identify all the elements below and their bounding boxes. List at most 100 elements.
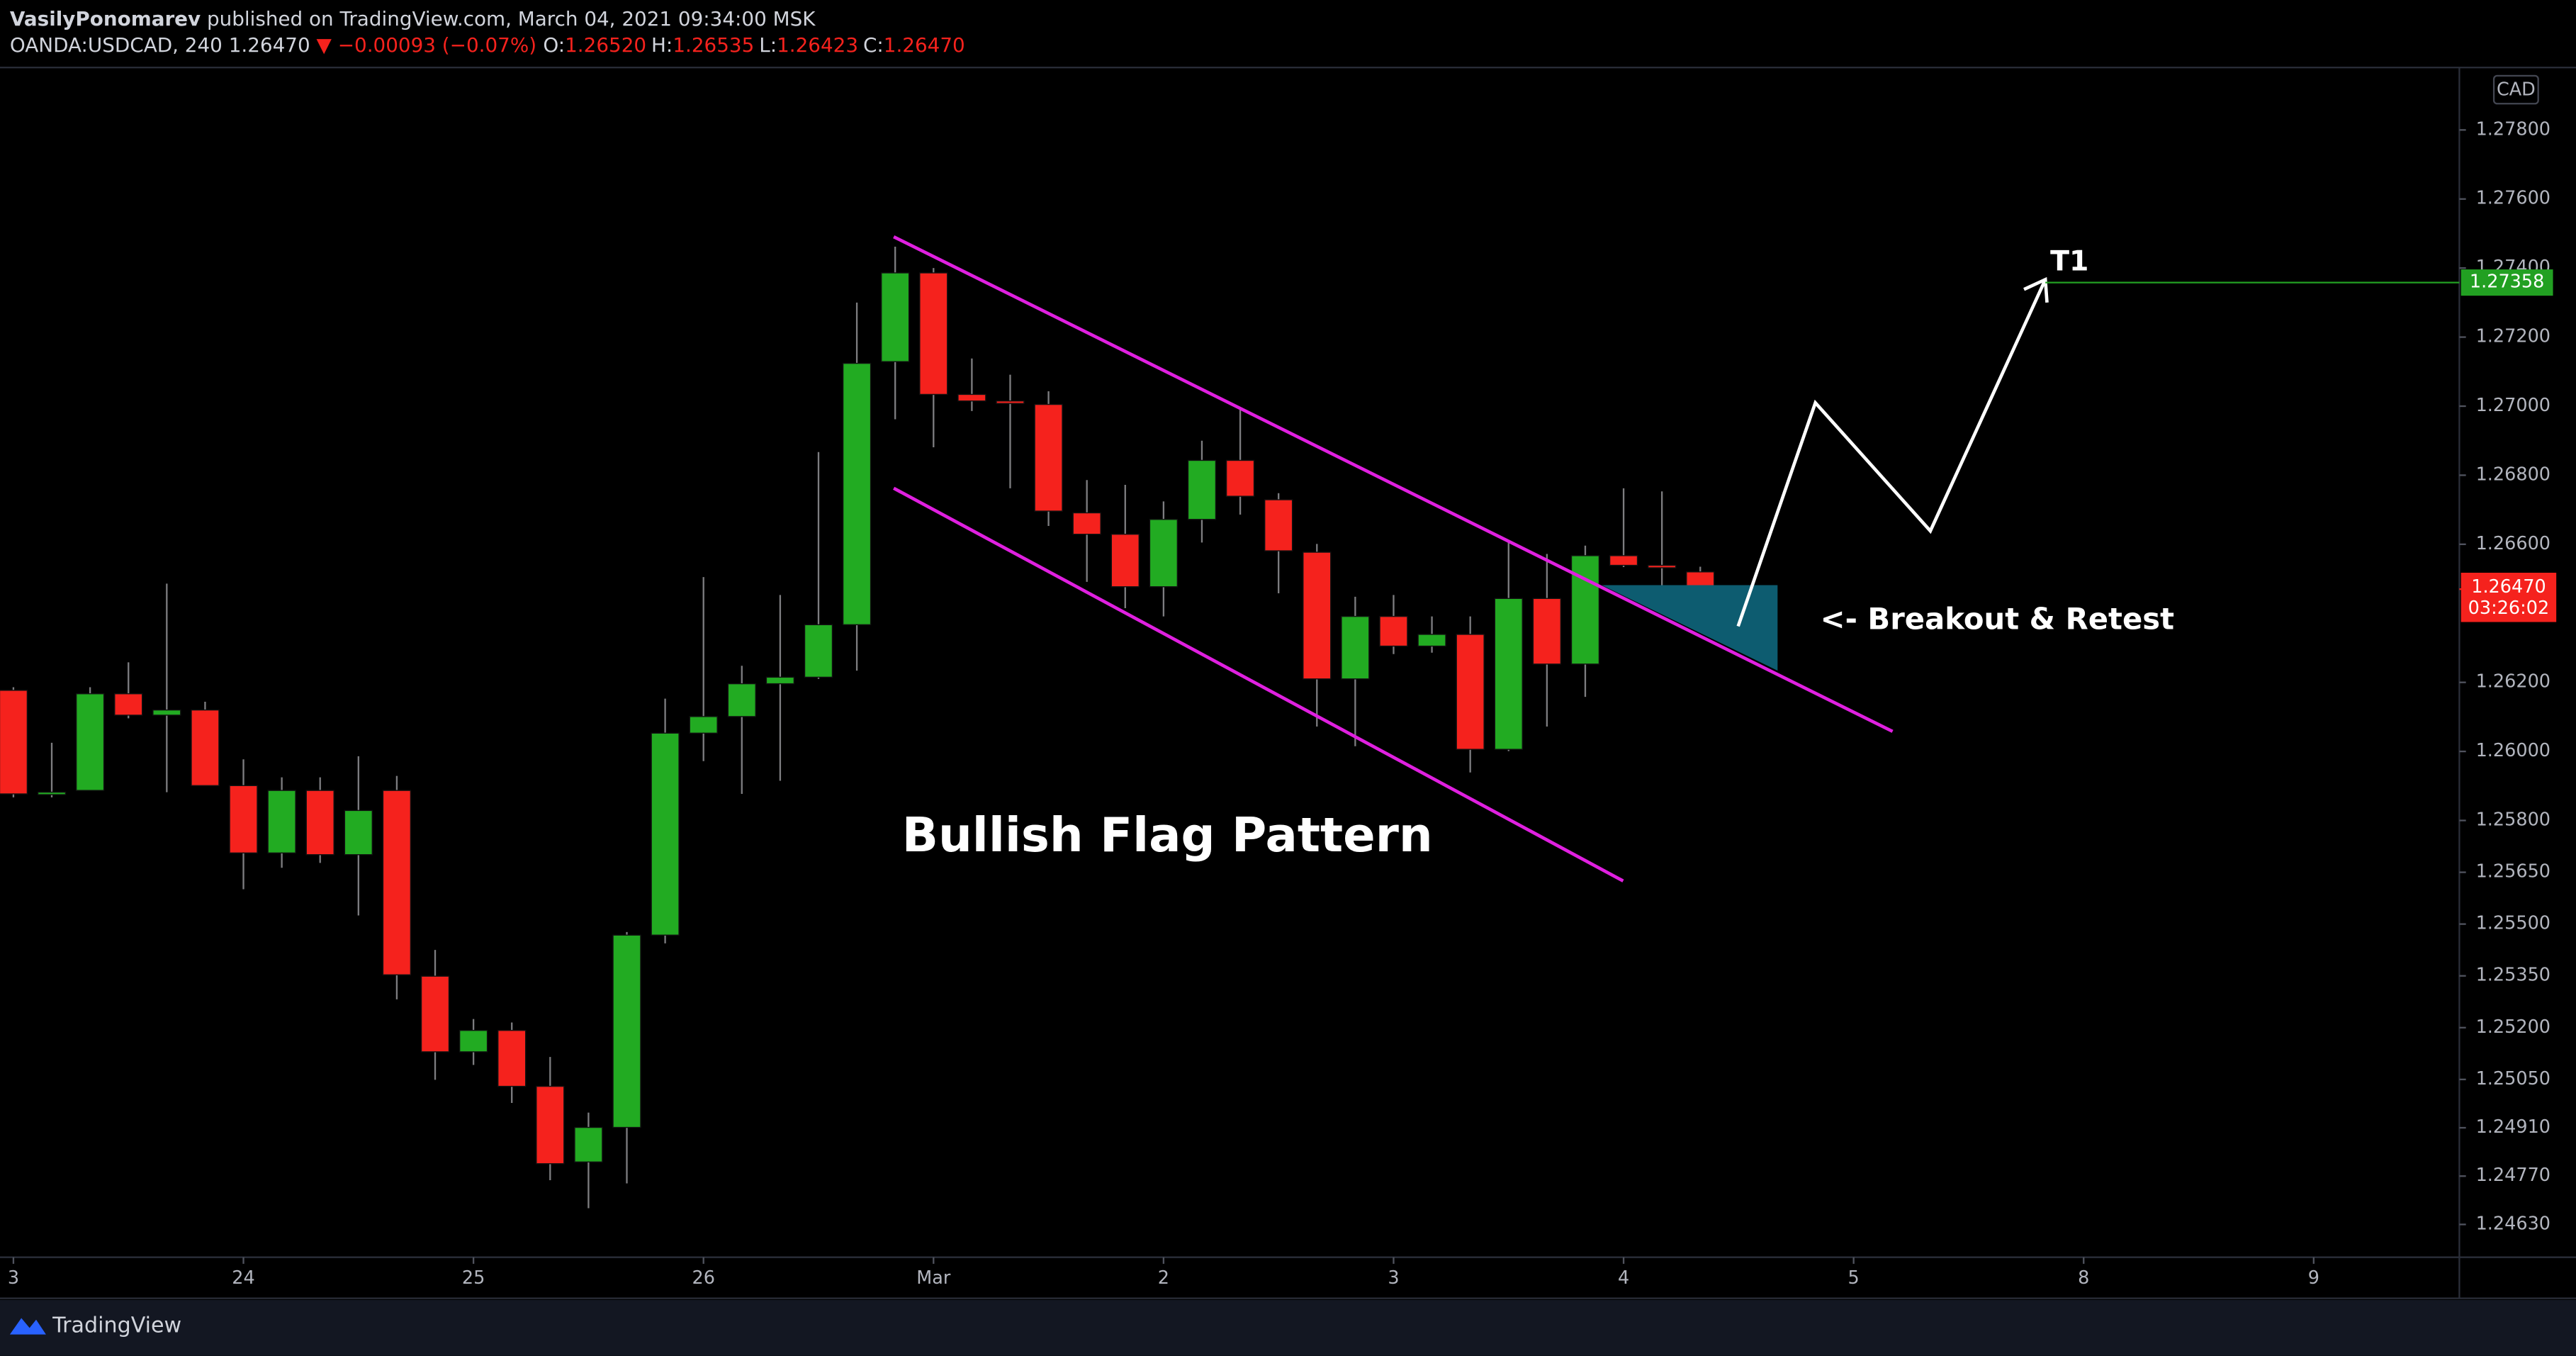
ohlc-label: H: <box>651 33 673 57</box>
candle-body <box>1647 564 1677 568</box>
candle-body <box>382 790 412 975</box>
candle-body <box>957 393 986 402</box>
candle-body <box>1570 555 1600 665</box>
y-tick-label: 1.25500 <box>2476 913 2550 934</box>
candle-body <box>1187 459 1217 520</box>
candle-body <box>881 272 910 362</box>
candle-body <box>1532 598 1562 665</box>
brand: TradingView <box>52 1313 181 1338</box>
candle-body <box>765 676 795 685</box>
candle-body <box>267 790 296 853</box>
x-tick-label: 26 <box>692 1267 714 1289</box>
candle-body <box>75 693 105 791</box>
y-tick-label: 1.27200 <box>2476 326 2550 347</box>
last-price-box <box>2460 572 2557 622</box>
x-tick-label: 3 <box>1388 1267 1399 1289</box>
candle-body <box>919 272 948 396</box>
x-tick-label: 2 <box>1158 1267 1169 1289</box>
x-tick-label: 4 <box>1618 1267 1629 1289</box>
candle-body <box>1379 615 1408 647</box>
pattern-label: Bullish Flag Pattern <box>902 807 1433 863</box>
ohlc-value: 1.26470 <box>884 33 965 57</box>
x-tick-label: 5 <box>1848 1267 1860 1289</box>
flag-upper-line <box>893 235 1894 733</box>
header-line: VasilyPonomarev published on TradingView… <box>10 7 816 30</box>
retest-label: <- Breakout & Retest <box>1821 602 2174 637</box>
y-tick-label: 1.26000 <box>2476 740 2550 761</box>
change: ▼ −0.00093 (−0.07%) <box>317 33 537 57</box>
symbol: OANDA:USDCAD, 240 <box>10 33 223 57</box>
projection-path <box>1736 279 2047 627</box>
candle-body <box>574 1126 603 1162</box>
x-tick-label: 25 <box>462 1267 485 1289</box>
candle-body <box>612 934 641 1128</box>
candle-body <box>804 624 833 678</box>
candle-body <box>420 975 450 1053</box>
y-tick-label: 1.25050 <box>2476 1068 2550 1089</box>
candle-body <box>1494 598 1523 750</box>
candle-body <box>0 690 28 795</box>
candle-body <box>1072 512 1101 535</box>
y-tick-label: 1.26600 <box>2476 533 2550 554</box>
candle-body <box>1609 555 1638 566</box>
symbol-line: OANDA:USDCAD, 240 1.26470 ▼ −0.00093 (−0… <box>10 33 965 57</box>
target-label: T1 <box>2050 245 2088 278</box>
x-tick-label: Mar <box>916 1267 951 1289</box>
candle-body <box>229 785 258 853</box>
candle-body <box>1303 551 1332 680</box>
currency: CAD <box>2497 79 2536 101</box>
x-tick-label: 8 <box>2078 1267 2089 1289</box>
y-tick-label: 1.26800 <box>2476 464 2550 485</box>
candle-body <box>497 1029 527 1087</box>
y-tick-label: 1.25200 <box>2476 1016 2550 1038</box>
y-tick-label: 1.27600 <box>2476 188 2550 209</box>
candle-body <box>344 809 373 856</box>
y-tick-label: 1.24770 <box>2476 1165 2550 1186</box>
projection-arrow <box>2023 276 2049 303</box>
x-tick-label: 24 <box>232 1267 254 1289</box>
target-box <box>2460 269 2553 296</box>
y-tick-label: 1.26200 <box>2476 671 2550 693</box>
candle-body <box>1264 499 1293 551</box>
plot <box>0 246 1715 1209</box>
candle-body <box>996 400 1025 404</box>
candle-body <box>651 732 680 936</box>
brand-logo <box>9 1318 46 1335</box>
last: 1.26470 <box>229 33 310 57</box>
last-price: 1.26470 <box>2471 576 2546 598</box>
ohlc-label: O: <box>543 33 565 57</box>
ohlc-value: 1.26520 <box>565 33 646 57</box>
y-tick-label: 1.24910 <box>2476 1116 2550 1138</box>
y-tick-label: 1.25800 <box>2476 809 2550 831</box>
y-tick-label: 1.25350 <box>2476 965 2550 986</box>
candle-body <box>727 683 756 717</box>
candle-body <box>1417 634 1446 647</box>
candle-body <box>1225 459 1255 497</box>
author: VasilyPonomarev <box>10 7 201 30</box>
candle-body <box>114 693 143 716</box>
ohlc-value: 1.26535 <box>673 33 754 57</box>
footer <box>0 1299 2576 1356</box>
y-tick-label: 1.27000 <box>2476 395 2550 416</box>
candle-body <box>1456 634 1485 750</box>
candle-body <box>459 1029 488 1053</box>
countdown: 03:26:02 <box>2468 598 2550 619</box>
target-price: 1.27358 <box>2470 271 2544 293</box>
ohlc-value: 1.26423 <box>777 33 858 57</box>
candle-body <box>1110 534 1140 588</box>
candle-body <box>842 362 872 626</box>
candle-body <box>152 709 181 716</box>
y-tick-label: 1.27800 <box>2476 118 2550 140</box>
flag-lower-line <box>893 486 1624 882</box>
candle-body <box>305 790 334 856</box>
retest-zone <box>1602 585 1778 671</box>
candle-body <box>1149 519 1179 588</box>
candle-body <box>191 709 220 787</box>
x-tick-label: 3 <box>8 1267 19 1289</box>
y-tick-label: 1.24630 <box>2476 1213 2550 1234</box>
published: published on TradingView.com, March 04, … <box>207 7 816 30</box>
y-tick-label: 1.25650 <box>2476 861 2550 882</box>
